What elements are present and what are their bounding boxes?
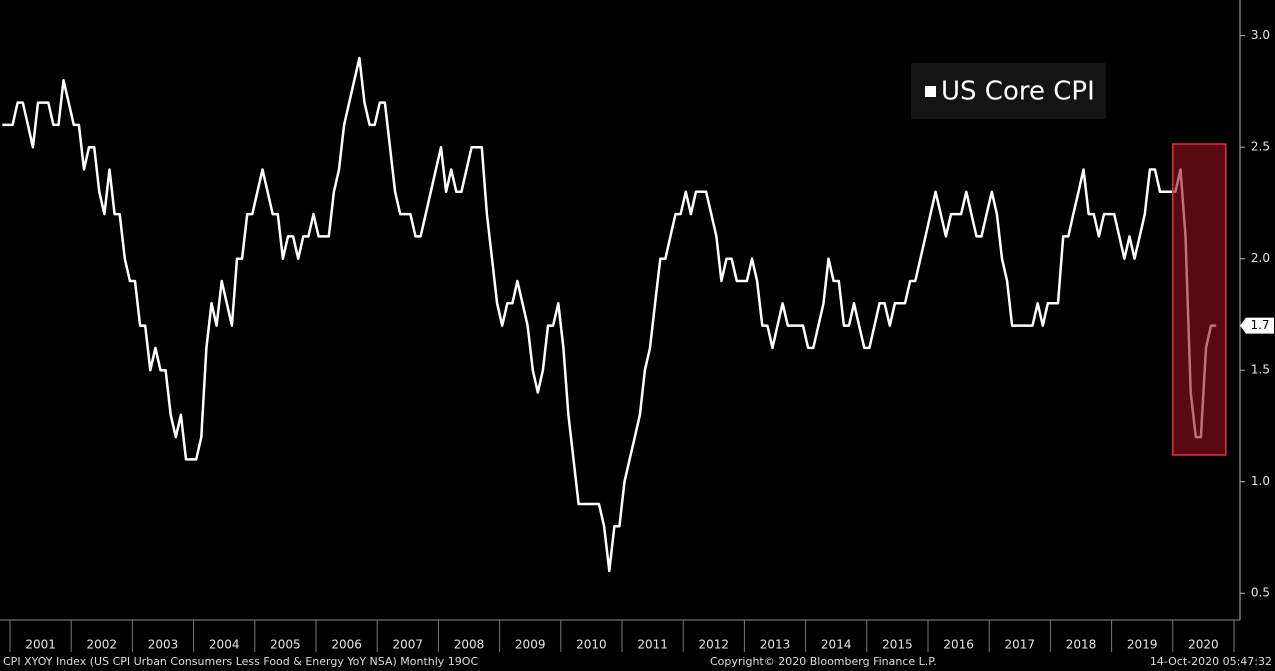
x-tick-label: 2016 <box>943 638 974 652</box>
y-tick-label: 3.0 <box>1251 28 1270 42</box>
x-tick-label: 2005 <box>270 638 301 652</box>
legend-label: US Core CPI <box>941 77 1095 107</box>
last-value-box <box>1240 317 1274 334</box>
y-tick-label: 2.0 <box>1251 251 1270 265</box>
last-value-label: 1.7 <box>1250 318 1269 332</box>
x-tick-label: 2002 <box>87 638 118 652</box>
x-tick-label: 2007 <box>393 638 424 652</box>
x-tick-label: 2001 <box>25 638 56 652</box>
x-tick-label: 2012 <box>699 638 730 652</box>
highlight-box <box>1172 143 1227 456</box>
x-tick-label: 2009 <box>515 638 546 652</box>
y-tick-label: 1.5 <box>1251 363 1270 377</box>
x-tick-label: 2013 <box>760 638 791 652</box>
legend-swatch <box>925 86 936 97</box>
x-tick-label: 2019 <box>1127 638 1158 652</box>
x-tick-label: 2010 <box>576 638 607 652</box>
x-tick-label: 2003 <box>148 638 179 652</box>
x-tick-label: 2017 <box>1005 638 1036 652</box>
x-tick-label: 2018 <box>1066 638 1097 652</box>
y-tick-label: 0.5 <box>1251 586 1270 600</box>
timestamp: 14-Oct-2020 05:47:32 <box>1150 655 1272 668</box>
copyright: Copyright© 2020 Bloomberg Finance L.P. <box>710 655 937 668</box>
x-tick-label: 2011 <box>637 638 668 652</box>
source-note: CPI XYOY Index (US CPI Urban Consumers L… <box>3 655 478 668</box>
y-tick-label: 2.5 <box>1251 140 1270 154</box>
y-tick-label: 1.0 <box>1251 474 1270 488</box>
x-tick-label: 2006 <box>331 638 362 652</box>
x-tick-label: 2014 <box>821 638 852 652</box>
series-line <box>2 56 1217 573</box>
x-tick-label: 2020 <box>1188 638 1219 652</box>
plot-area <box>2 56 1217 573</box>
x-tick-label: 2015 <box>882 638 913 652</box>
legend-box <box>911 63 1106 119</box>
x-tick-label: 2004 <box>209 638 240 652</box>
x-tick-label: 2008 <box>454 638 485 652</box>
